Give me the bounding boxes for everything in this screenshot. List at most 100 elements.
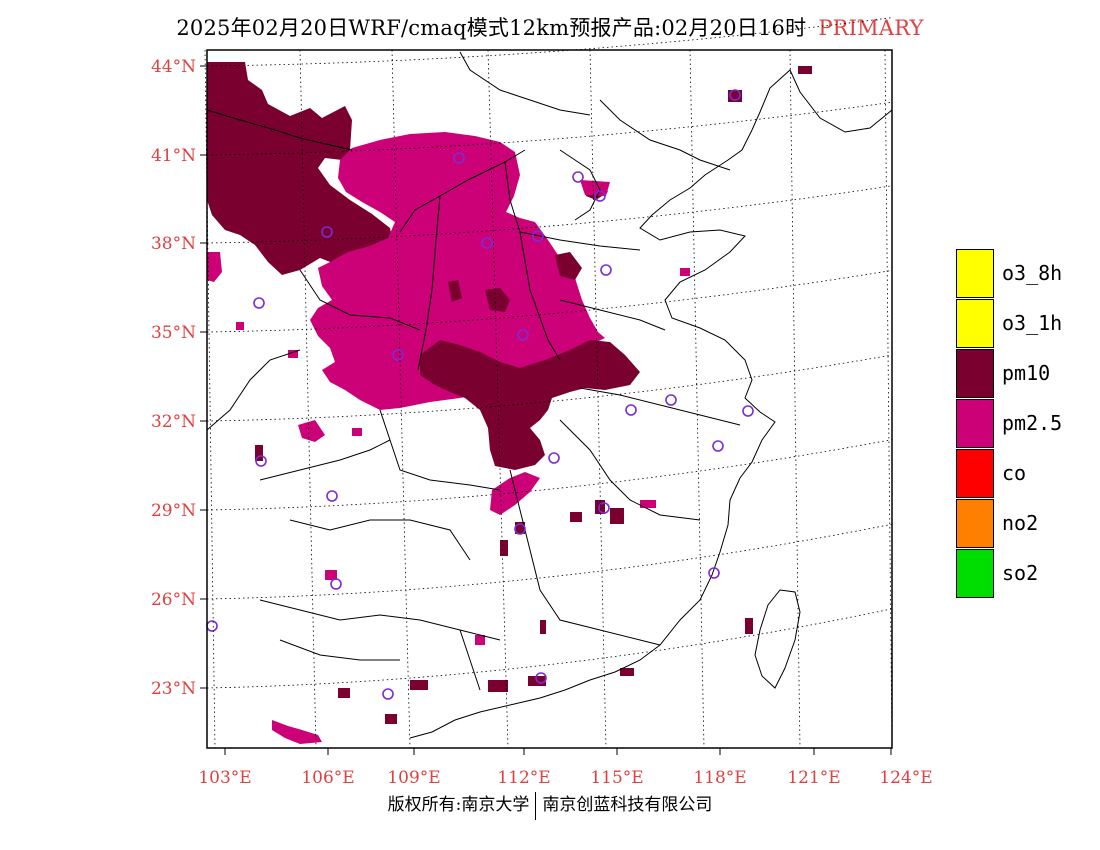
pm10-pixel: [570, 512, 582, 522]
pm10-region-north: [207, 62, 392, 275]
pm10-pixel: [500, 540, 508, 556]
station-marker: [594, 190, 606, 202]
map-title: 2025年02月20日WRF/cmaq模式12km预报产品:02月20日16时 P…: [0, 12, 1100, 42]
station-marker: [708, 567, 720, 579]
station-marker: [453, 152, 465, 164]
meridian-line: [487, 49, 509, 749]
meridian-line: [689, 49, 705, 749]
taiwan-outline: [754, 589, 801, 689]
province-line: [559, 419, 701, 521]
station-marker: [572, 171, 584, 183]
parallel-line: [206, 270, 893, 333]
province-line: [559, 149, 601, 221]
pm25-region-central: [310, 132, 605, 410]
province-line: [289, 519, 471, 561]
pm10-pixel: [620, 668, 634, 676]
lat-tick-label: 26°N: [151, 590, 196, 610]
station-marker: [742, 405, 754, 417]
pm10-pixel: [610, 508, 624, 524]
province-line: [504, 161, 561, 361]
meridian-line: [299, 49, 317, 749]
pm10-patch: [555, 252, 582, 280]
legend-item: pm10: [956, 349, 1086, 399]
meridian-line: [789, 49, 801, 749]
legend-label: o3_1h: [1002, 311, 1063, 335]
footer-separator: [535, 791, 537, 820]
pm25-patch: [272, 720, 322, 744]
province-line: [279, 639, 400, 661]
meridian-line: [884, 49, 893, 749]
province-line: [459, 629, 481, 691]
pm10-pixel: [798, 66, 812, 74]
legend-label: o3_8h: [1002, 261, 1063, 285]
legend-item: o3_8h: [956, 249, 1086, 299]
legend-label: pm2.5: [1002, 411, 1063, 435]
lat-tick-label: 41°N: [151, 146, 196, 166]
pm10-pixel: [385, 714, 397, 724]
lon-tick-label: 121°E: [787, 768, 840, 788]
station-marker: [321, 226, 333, 238]
station-marker: [326, 490, 338, 502]
pm25-pixel: [352, 428, 362, 436]
legend-label: co: [1002, 461, 1027, 485]
province-line: [206, 109, 353, 151]
lon-tick-label: 124°E: [879, 768, 932, 788]
meridian-line: [589, 49, 607, 749]
lon-tick-label: 118°E: [693, 768, 746, 788]
pm10-pixel: [595, 500, 605, 514]
province-line: [599, 99, 731, 171]
legend-label: no2: [1002, 511, 1039, 535]
legend-label: pm10: [1002, 361, 1051, 385]
footer-right: 南京创蓝科技有限公司: [542, 795, 713, 815]
province-line: [399, 149, 526, 233]
station-marker: [481, 237, 493, 249]
legend-swatch: [956, 399, 994, 448]
station-marker: [712, 440, 724, 452]
latitude-labels: 44°N 41°N 38°N 35°N 32°N 29°N 26°N 23°N: [151, 57, 207, 699]
province-line: [259, 439, 391, 481]
pm25-pixel: [288, 350, 298, 358]
lon-tick-label: 106°E: [301, 768, 354, 788]
station-marker: [206, 620, 218, 632]
legend-swatch: [956, 549, 994, 598]
province-line: [579, 387, 741, 426]
meridian-line: [204, 49, 216, 749]
pollution-layer: [207, 62, 812, 744]
pm25-pixel: [475, 635, 485, 645]
coastline: [409, 69, 893, 739]
lon-tick-label: 112°E: [497, 768, 550, 788]
lat-tick-label: 35°N: [151, 323, 196, 343]
pm10-pixel: [410, 680, 428, 690]
pm25-patch: [207, 252, 222, 282]
province-line: [259, 599, 501, 641]
copyright-footer: 版权所有:南京大学 南京创蓝科技有限公司: [0, 790, 1100, 820]
pm10-pixel: [338, 688, 350, 698]
parallel-line: [206, 439, 893, 511]
pm10-pixel: [540, 620, 546, 634]
pm10-pixel: [255, 445, 263, 461]
pm25-pixel: [236, 322, 244, 330]
province-line: [559, 299, 666, 331]
legend-item: so2: [956, 549, 1086, 599]
station-marker: [514, 523, 526, 535]
province-line: [379, 409, 501, 491]
station-marker: [517, 329, 529, 341]
province-line: [459, 51, 591, 116]
pm25-patch: [490, 472, 540, 515]
station-marker: [253, 297, 265, 309]
parallel-line: [206, 17, 893, 67]
station-marker: [330, 578, 342, 590]
lat-tick-label: 44°N: [151, 57, 196, 77]
province-line: [206, 349, 301, 431]
province-line: [519, 231, 641, 251]
station-marker: [535, 672, 547, 684]
legend-item: no2: [956, 499, 1086, 549]
longitude-labels: 103°E 106°E 109°E 112°E 115°E 118°E 121°E 124°E: [198, 748, 933, 788]
station-marker: [598, 502, 610, 514]
meridian-line: [391, 49, 411, 749]
title-text: 2025年02月20日WRF/cmaq模式12km预报产品:02月20日16时: [176, 16, 807, 40]
station-marker: [548, 452, 560, 464]
pm25-pixel: [680, 268, 690, 276]
pollutant-legend: o3_8h o3_1h pm10 pm2.5 co no2 so2: [956, 249, 1086, 599]
